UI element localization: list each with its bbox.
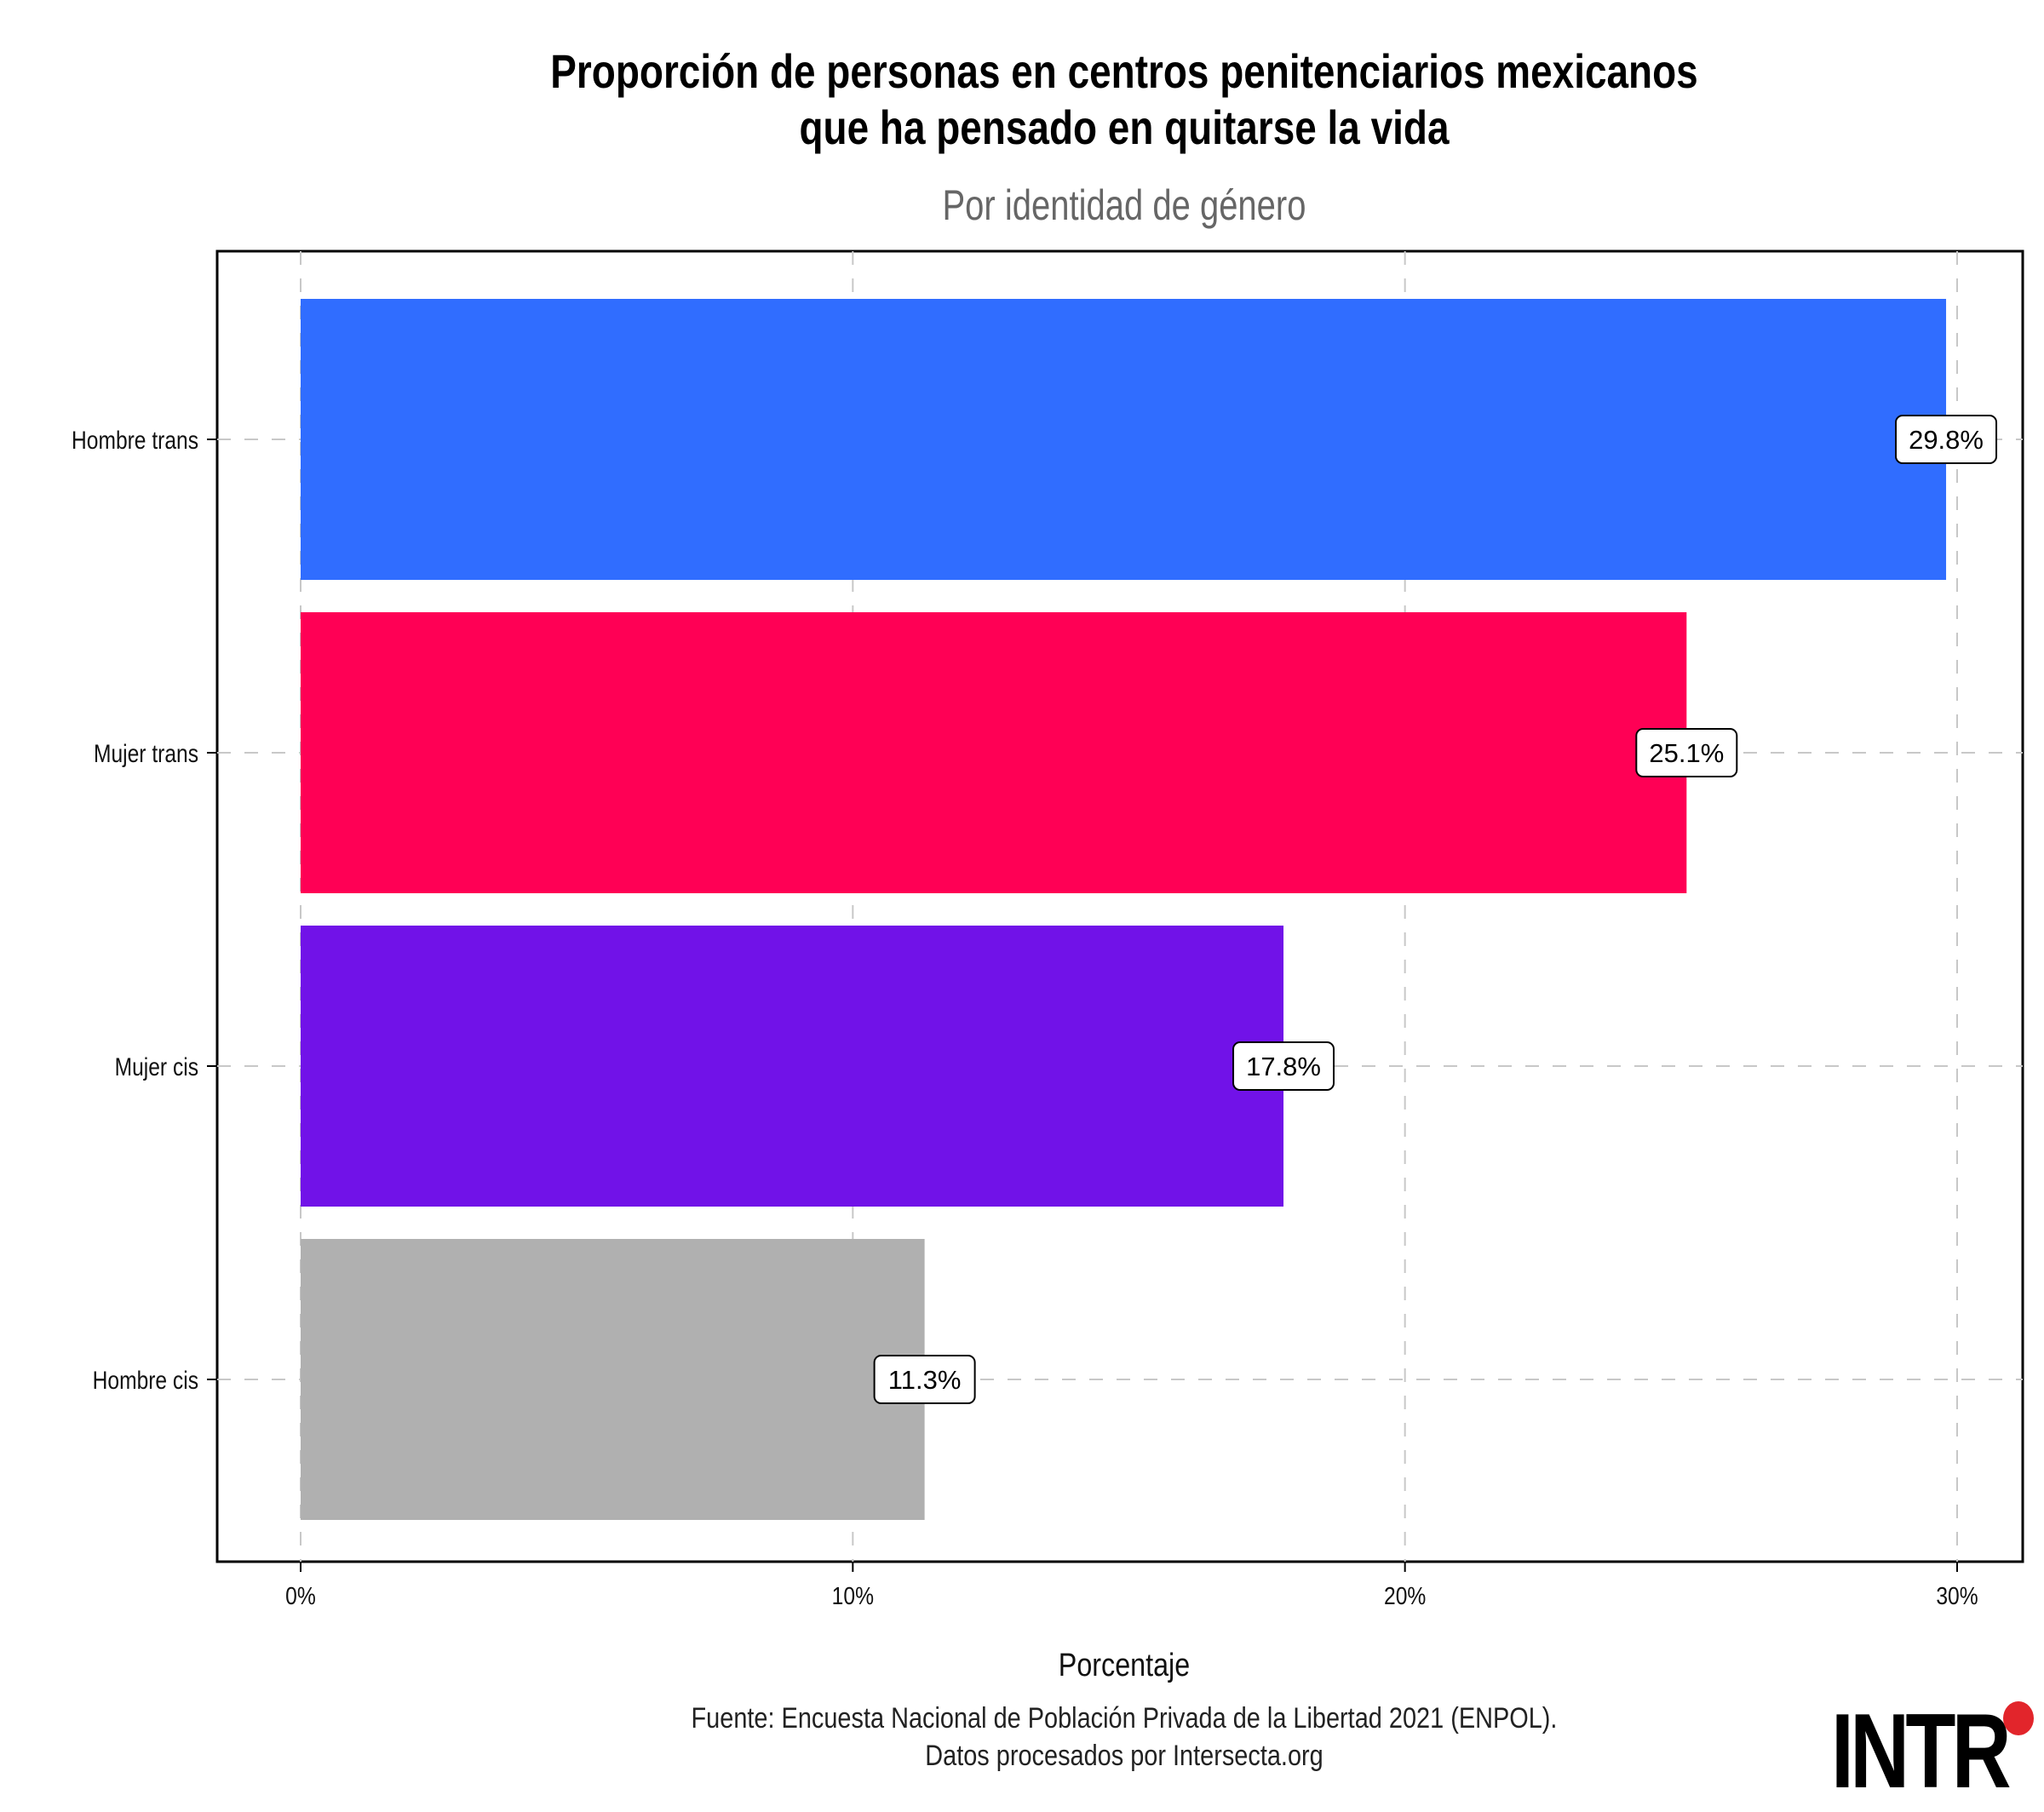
source-caption-line-2: Datos procesados por Intersecta.org [925,1740,1323,1772]
data-label: 17.8% [1246,1052,1321,1081]
data-label-box [1895,415,1998,464]
data-label-box [873,1355,976,1404]
data-label-box [1232,1041,1335,1091]
bar [301,612,1687,893]
intersecta-logo: INTR [1831,1693,2035,1810]
chart-title-line-1: Proporción de personas en centros penite… [550,44,1698,98]
data-label-box [1635,728,1738,777]
logo-text: INTR [1831,1693,2012,1810]
plot-panel-border [215,249,2024,1563]
x-tick-label: 20% [1384,1582,1426,1609]
data-label: 11.3% [888,1365,962,1395]
x-tick-label: 0% [285,1582,316,1609]
data-label: 25.1% [1649,738,1724,768]
bar [301,926,1284,1207]
bar-chart: 29.8% 25.1% 17.8% 11.3% Hombre trans Mujer tr… [72,249,2024,1609]
bar [301,299,1947,580]
bar [301,1239,925,1520]
y-tick-label: Hombre cis [93,1366,198,1395]
data-label: 29.8% [1909,425,1984,455]
chart-subtitle: Por identidad de género [942,181,1306,229]
y-tick-label: Hombre trans [72,426,198,455]
x-tick-label: 10% [832,1582,874,1609]
logo-dot-icon [2003,1701,2034,1735]
x-tick-label: 30% [1936,1582,1978,1609]
y-tick-label: Mujer trans [94,739,198,768]
y-tick-label: Mujer cis [115,1052,198,1081]
x-axis-title: Porcentaje [1058,1648,1191,1683]
chart-title-line-2: que ha pensado en quitarse la vida [799,100,1450,154]
source-caption-line-1: Fuente: Encuesta Nacional de Población P… [691,1702,1558,1735]
